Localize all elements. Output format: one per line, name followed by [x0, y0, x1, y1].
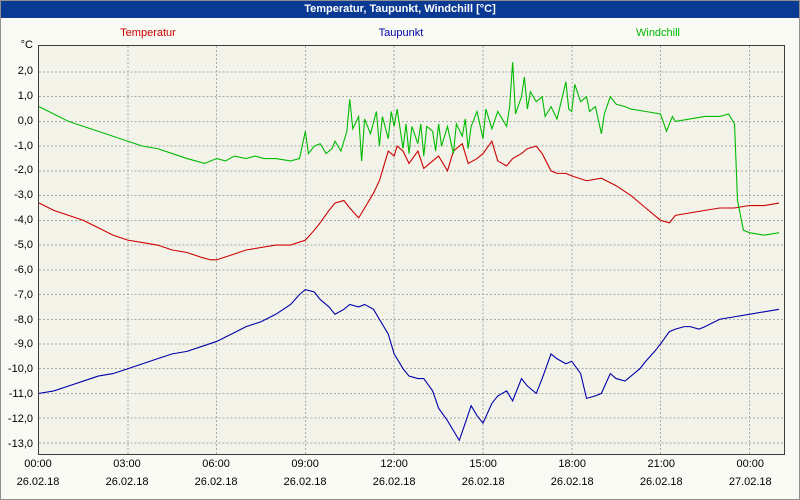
y-tick-label: -8,0 [14, 313, 33, 326]
y-tick-label: -5,0 [14, 239, 33, 252]
y-tick-label: -3,0 [14, 189, 33, 202]
legend-temperatur-label: Temperatur [120, 27, 176, 39]
y-tick-label: -4,0 [14, 214, 33, 227]
x-tick-label: 06:00 26.02.18 [195, 458, 238, 489]
y-tick-label: -12,0 [7, 412, 33, 425]
title-bar[interactable]: Temperatur, Taupunkt, Windchill [°C] [0, 0, 800, 18]
x-tick-time: 03:00 [113, 458, 141, 470]
plot-area [38, 45, 785, 455]
y-tick-label: 2,0 [17, 65, 33, 78]
x-tick-date: 26.02.18 [639, 476, 683, 488]
x-tick-label: 12:00 26.02.18 [373, 458, 416, 489]
legend-windchill-label: Windchill [635, 27, 681, 39]
x-tick-label: 21:00 26.02.18 [640, 458, 683, 489]
y-tick-label: -13,0 [7, 437, 33, 450]
x-tick-date: 26.02.18 [461, 476, 505, 488]
y-tick-label: -10,0 [7, 363, 33, 376]
x-tick-date: 26.02.18 [283, 476, 327, 488]
y-axis-unit-label: °C [20, 39, 33, 51]
x-tick-date: 26.02.18 [550, 476, 594, 488]
x-tick-date: 26.02.18 [105, 476, 149, 488]
x-tick-label: 00:00 27.02.18 [729, 458, 772, 489]
x-tick-label: 00:00 26.02.18 [17, 458, 60, 489]
chart-canvas [39, 46, 784, 454]
y-tick-label: -7,0 [14, 288, 33, 301]
y-tick-label: 1,0 [17, 89, 33, 102]
x-tick-time: 09:00 [291, 458, 319, 470]
y-tick-label: -6,0 [14, 263, 33, 276]
x-tick-time: 15:00 [469, 458, 497, 470]
x-tick-label: 03:00 26.02.18 [106, 458, 149, 489]
x-tick-date: 26.02.18 [194, 476, 238, 488]
y-tick-label: -2,0 [14, 164, 33, 177]
x-tick-time: 06:00 [202, 458, 230, 470]
x-tick-time: 00:00 [736, 458, 765, 470]
x-tick-date: 26.02.18 [372, 476, 416, 488]
x-tick-label: 09:00 26.02.18 [284, 458, 327, 489]
x-tick-time: 21:00 [647, 458, 675, 470]
x-tick-time: 12:00 [380, 458, 408, 470]
y-tick-label: -11,0 [8, 388, 33, 401]
x-tick-date: 26.02.18 [16, 476, 60, 488]
x-tick-label: 15:00 26.02.18 [462, 458, 505, 489]
y-tick-label: -9,0 [14, 338, 33, 351]
x-tick-time: 18:00 [558, 458, 586, 470]
y-tick-label: 0,0 [17, 114, 33, 127]
legend-taupunkt-label: Taupunkt [378, 27, 424, 39]
y-tick-label: -1,0 [14, 139, 33, 152]
x-tick-date: 27.02.18 [728, 476, 772, 488]
x-tick-label: 18:00 26.02.18 [551, 458, 594, 489]
x-tick-time: 00:00 [24, 458, 52, 470]
